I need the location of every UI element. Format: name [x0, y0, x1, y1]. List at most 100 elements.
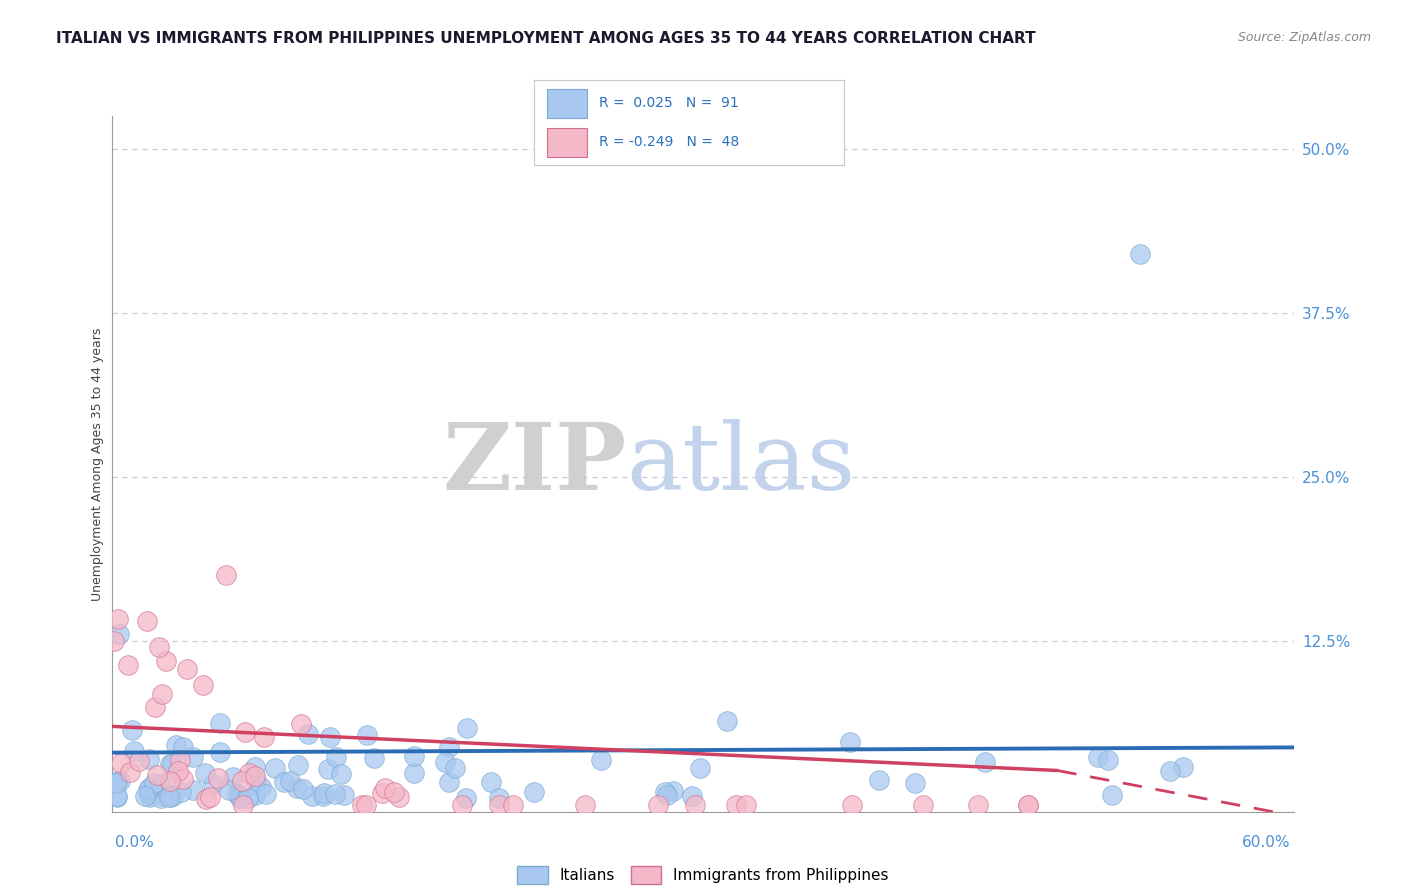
Point [138, 780, 160, 795]
Point [655, 788, 678, 802]
Point [1101, 788, 1123, 802]
Point [128, 755, 150, 769]
Point [170, 785, 193, 799]
Point [139, 790, 162, 805]
Point [107, 611, 129, 625]
Point [121, 723, 143, 737]
Point [273, 775, 295, 789]
Point [681, 789, 703, 803]
Point [181, 783, 204, 797]
Point [249, 780, 271, 794]
Point [167, 764, 190, 779]
Point [105, 789, 128, 803]
Point [149, 791, 172, 805]
Point [155, 654, 177, 668]
Point [172, 740, 194, 755]
Point [238, 791, 260, 805]
Point [734, 798, 756, 813]
Point [207, 771, 229, 785]
Point [316, 763, 339, 777]
Point [264, 761, 287, 775]
Point [1129, 247, 1152, 261]
Point [523, 785, 546, 799]
Point [208, 745, 231, 759]
Point [479, 775, 502, 789]
Text: ITALIAN VS IMMIGRANTS FROM PHILIPPINES UNEMPLOYMENT AMONG AGES 35 TO 44 YEARS CO: ITALIAN VS IMMIGRANTS FROM PHILIPPINES U… [56, 31, 1036, 46]
Point [157, 790, 180, 805]
Point [148, 640, 170, 654]
Point [222, 770, 245, 784]
Point [1173, 760, 1195, 774]
Point [868, 773, 890, 788]
Point [150, 687, 173, 701]
Point [371, 786, 394, 800]
Point [443, 761, 465, 775]
Point [683, 798, 706, 813]
Point [159, 773, 181, 788]
Point [253, 730, 276, 744]
Point [967, 798, 990, 813]
Point [254, 787, 277, 801]
Point [724, 798, 747, 813]
Point [488, 791, 510, 805]
Point [152, 789, 174, 804]
Point [1087, 750, 1109, 764]
Point [110, 756, 132, 770]
Point [297, 727, 319, 741]
Point [654, 785, 676, 799]
Point [139, 780, 162, 795]
Point [404, 765, 426, 780]
FancyBboxPatch shape [547, 128, 586, 157]
Point [662, 784, 685, 798]
Point [1159, 764, 1181, 778]
Point [716, 714, 738, 729]
FancyBboxPatch shape [547, 89, 586, 118]
Point [181, 750, 204, 764]
Point [350, 798, 373, 813]
Point [973, 756, 995, 770]
Point [218, 782, 240, 797]
Point [209, 716, 232, 731]
Point [232, 798, 254, 813]
Point [176, 662, 198, 676]
Point [202, 777, 225, 791]
Point [451, 798, 474, 813]
Point [290, 717, 312, 731]
Point [191, 678, 214, 692]
Text: R = -0.249   N =  48: R = -0.249 N = 48 [599, 136, 740, 149]
Point [325, 750, 347, 764]
Point [287, 758, 309, 772]
Point [841, 798, 863, 813]
Point [433, 755, 456, 769]
Point [388, 790, 411, 805]
Point [243, 788, 266, 802]
Point [117, 658, 139, 673]
Point [235, 725, 257, 739]
Point [319, 730, 342, 744]
Point [142, 776, 165, 790]
Point [138, 751, 160, 765]
Point [103, 634, 125, 648]
Point [1097, 754, 1119, 768]
Point [162, 789, 184, 804]
Point [135, 615, 157, 629]
Point [314, 786, 336, 800]
Point [382, 784, 405, 798]
Point [243, 769, 266, 783]
Point [225, 788, 247, 802]
Y-axis label: Unemployment Among Ages 35 to 44 years: Unemployment Among Ages 35 to 44 years [91, 327, 104, 600]
Point [160, 757, 183, 772]
Point [172, 772, 194, 787]
Point [229, 790, 252, 805]
Point [105, 774, 128, 789]
Text: Source: ZipAtlas.com: Source: ZipAtlas.com [1237, 31, 1371, 45]
Point [118, 764, 141, 779]
Point [323, 788, 346, 802]
Point [104, 776, 127, 790]
Point [437, 739, 460, 754]
Point [689, 761, 711, 775]
Point [138, 783, 160, 797]
Point [589, 754, 612, 768]
Point [574, 798, 596, 813]
Point [105, 790, 128, 805]
